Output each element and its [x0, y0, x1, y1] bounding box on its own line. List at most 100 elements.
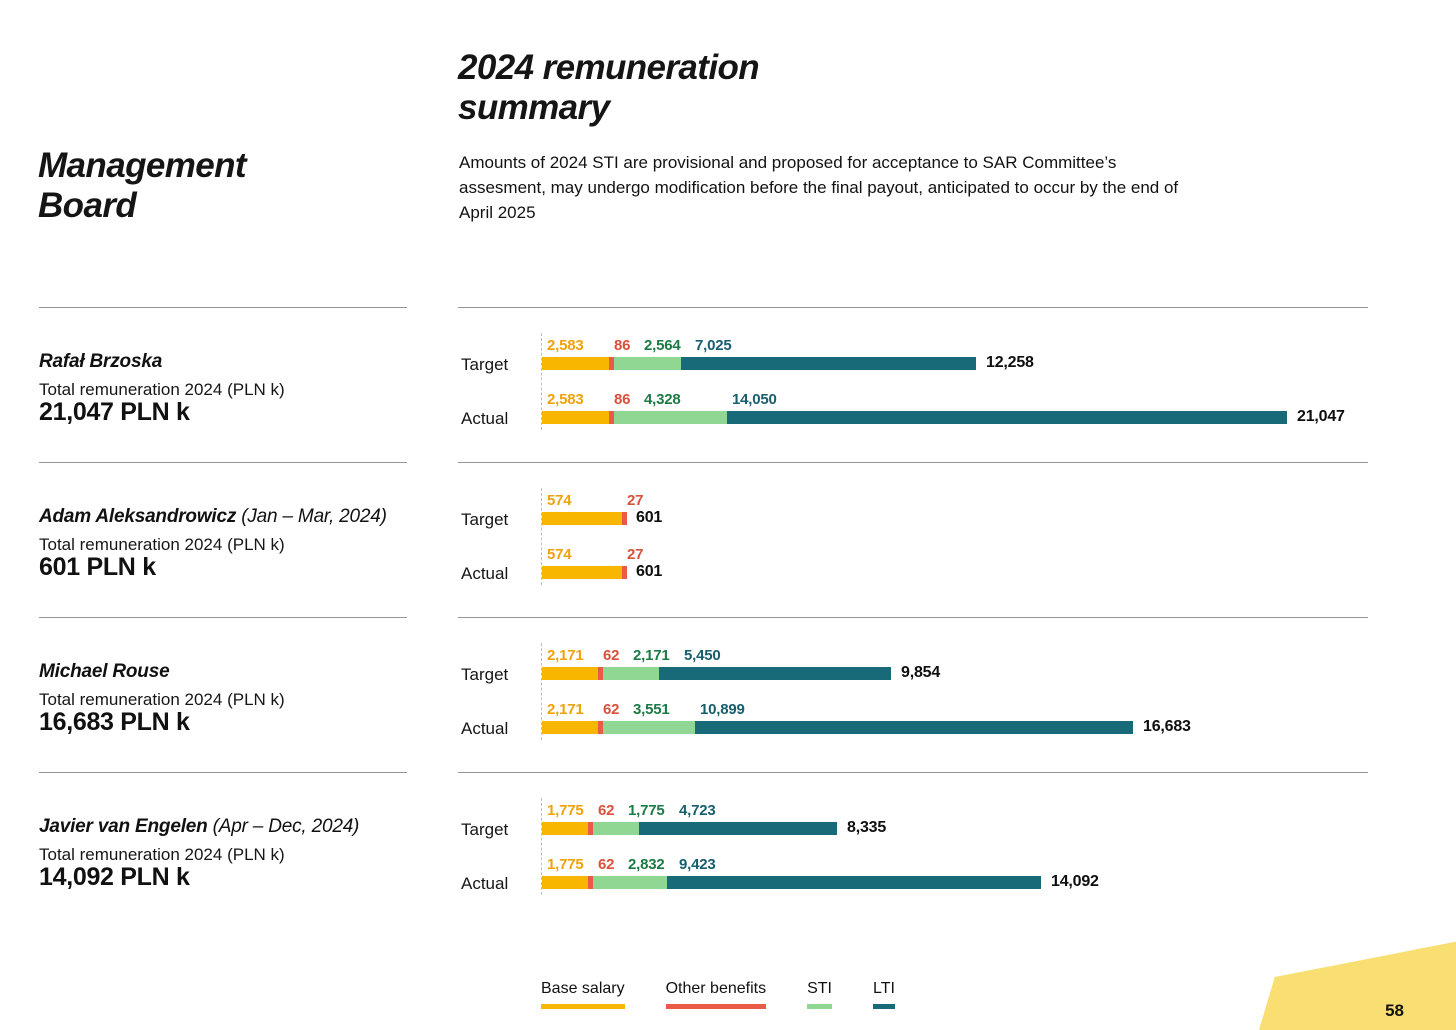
bar-segment-lti [667, 876, 1041, 889]
bar-segment-other [622, 566, 627, 579]
series-label: Target [461, 355, 509, 374]
row-divider-left [39, 772, 407, 773]
person-period: (Jan – Mar, 2024) [236, 506, 387, 527]
series-label: Target [461, 665, 509, 684]
total-amount: 21,047 PLN k [39, 398, 190, 426]
bar-total-label: 21,047 [1297, 408, 1345, 425]
segment-value-label: 62 [603, 701, 620, 718]
bar-total-label: 12,258 [986, 354, 1034, 371]
bar-segment-lti [727, 411, 1287, 424]
axis-dashed-line [541, 333, 542, 430]
bar-segment-sti [614, 357, 681, 370]
segment-value-label: 1,775 [547, 802, 584, 819]
segment-value-label: 27 [627, 546, 644, 563]
person-name: Javier van Engelen (Apr – Dec, 2024) [39, 816, 360, 837]
target-bar [542, 512, 627, 525]
bar-segment-sti [593, 876, 667, 889]
bar-segment-other [598, 667, 603, 680]
person-row: Adam Aleksandrowicz (Jan – Mar, 2024) Tot… [0, 462, 1456, 617]
segment-value-label: 9,423 [679, 856, 716, 873]
bar-total-label: 9,854 [901, 664, 941, 681]
axis-dashed-line [541, 643, 542, 740]
segment-value-label: 27 [627, 492, 644, 509]
bar-segment-base [542, 667, 598, 680]
segment-value-label: 62 [598, 856, 615, 873]
segment-value-label: 62 [603, 647, 620, 664]
bar-segment-base [542, 876, 588, 889]
bar-segment-lti [659, 667, 891, 680]
bar-segment-sti [603, 667, 659, 680]
row-divider-right [458, 462, 1368, 463]
legend-item-other: Other benefits [665, 980, 767, 1009]
bar-segment-lti [695, 721, 1133, 734]
total-caption: Total remuneration 2024 (PLN k) [39, 535, 285, 554]
person-period: (Apr – Dec, 2024) [207, 816, 360, 837]
row-divider-left [39, 307, 407, 308]
total-amount: 16,683 PLN k [39, 708, 190, 736]
series-label: Target [461, 820, 509, 839]
corner-accent-shape [1259, 941, 1456, 1030]
segment-value-label: 10,899 [700, 701, 745, 718]
axis-dashed-line [541, 798, 542, 895]
segment-value-label: 14,050 [732, 391, 777, 408]
section-title: Management Board [38, 146, 247, 225]
series-label: Target [461, 510, 509, 529]
segment-value-label: 2,583 [547, 391, 584, 408]
bar-segment-base [542, 822, 588, 835]
bar-segment-base [542, 566, 622, 579]
bar-segment-other [598, 721, 603, 734]
segment-value-label: 574 [547, 492, 572, 509]
bar-total-label: 8,335 [847, 819, 887, 836]
segment-value-label: 3,551 [633, 701, 670, 718]
bar-segment-other [588, 876, 593, 889]
bar-segment-sti [614, 411, 727, 424]
person-row: Michael Rouse Total remuneration 2024 (PL… [0, 617, 1456, 772]
segment-value-label: 4,723 [679, 802, 716, 819]
total-amount: 601 PLN k [39, 553, 156, 581]
page-number: 58 [1385, 1001, 1404, 1020]
segment-value-label: 2,171 [633, 647, 670, 664]
bar-segment-base [542, 512, 622, 525]
person-name: Adam Aleksandrowicz (Jan – Mar, 2024) [39, 506, 387, 527]
bar-segment-base [542, 411, 609, 424]
bar-segment-other [609, 411, 614, 424]
row-divider-right [458, 617, 1368, 618]
bar-segment-lti [681, 357, 976, 370]
segment-value-label: 2,832 [628, 856, 665, 873]
target-bar [542, 667, 891, 680]
segment-value-label: 7,025 [695, 337, 732, 354]
segment-value-label: 2,564 [644, 337, 681, 354]
axis-dashed-line [541, 488, 542, 585]
disclaimer-text: Amounts of 2024 STI are provisional and … [459, 153, 1179, 222]
segment-value-label: 5,450 [684, 647, 721, 664]
person-row: Javier van Engelen (Apr – Dec, 2024) Tota… [0, 772, 1456, 927]
actual-bar [542, 721, 1133, 734]
bar-segment-base [542, 721, 598, 734]
bar-segment-sti [593, 822, 639, 835]
legend-item-lti: LTI [872, 980, 895, 1009]
bar-segment-base [542, 357, 609, 370]
bar-segment-lti [639, 822, 837, 835]
bar-total-label: 16,683 [1143, 718, 1191, 735]
series-label: Actual [461, 874, 509, 893]
segment-value-label: 2,583 [547, 337, 584, 354]
segment-value-label: 2,171 [547, 647, 584, 664]
row-divider-right [458, 772, 1368, 773]
person-name: Rafał Brzoska [39, 351, 163, 372]
row-divider-right [458, 307, 1368, 308]
segment-value-label: 62 [598, 802, 615, 819]
bar-segment-sti [603, 721, 695, 734]
actual-bar [542, 876, 1041, 889]
series-label: Actual [461, 409, 509, 428]
segment-value-label: 2,171 [547, 701, 584, 718]
row-divider-left [39, 617, 407, 618]
bar-segment-other [609, 357, 614, 370]
actual-bar [542, 566, 627, 579]
segment-value-label: 1,775 [547, 856, 584, 873]
row-divider-left [39, 462, 407, 463]
segment-value-label: 86 [614, 337, 631, 354]
bar-total-label: 601 [636, 563, 663, 580]
bar-segment-other [588, 822, 593, 835]
total-caption: Total remuneration 2024 (PLN k) [39, 690, 285, 709]
